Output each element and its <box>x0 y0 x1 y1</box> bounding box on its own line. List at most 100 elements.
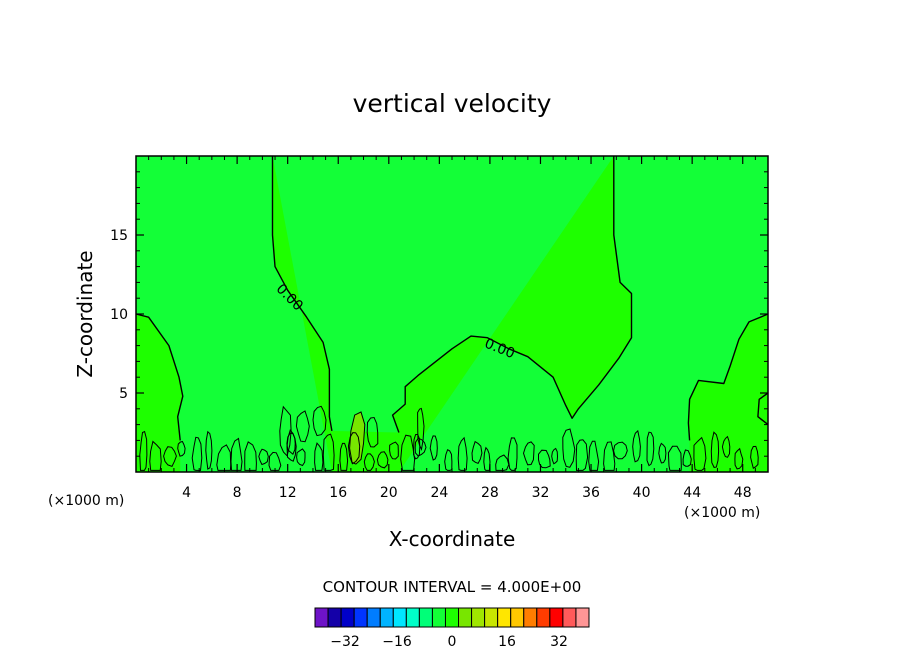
x-tick-label: 44 <box>683 485 701 501</box>
negative-velocity-background <box>136 156 768 472</box>
near-surface-contour <box>710 431 720 468</box>
near-surface-contour <box>603 441 616 471</box>
near-surface-contour <box>347 432 361 465</box>
colorbar-tick-label: 0 <box>448 634 457 650</box>
x-tick-label: 32 <box>532 485 550 501</box>
near-surface-contour <box>366 416 379 448</box>
colorbar-swatch <box>327 607 342 628</box>
near-surface-contour <box>376 451 389 469</box>
zero-contour-line <box>271 156 333 432</box>
near-surface-contour <box>268 451 282 471</box>
near-surface-contour <box>667 445 682 471</box>
x-tick-label: 16 <box>329 485 347 501</box>
near-surface-contour <box>522 441 535 466</box>
upward-velocity-region <box>688 314 768 472</box>
near-surface-contour <box>444 448 453 471</box>
colorbar-swatch <box>366 607 381 628</box>
near-surface-contour <box>483 446 491 471</box>
colorbar-tick-label: 16 <box>498 634 516 650</box>
near-surface-contour <box>279 405 292 457</box>
axis-ticks <box>136 156 768 472</box>
near-surface-contour <box>312 405 327 437</box>
x-tick-label: 4 <box>182 485 191 501</box>
near-surface-contour <box>471 440 483 465</box>
colorbar-swatch <box>418 607 433 628</box>
x-tick-label: 12 <box>279 485 297 501</box>
zero-contour-line <box>135 313 184 441</box>
colorbar-swatch <box>562 607 577 628</box>
chart-title: vertical velocity <box>353 89 552 118</box>
colorbar-tick-label: −32 <box>330 634 360 650</box>
x-tick-label: 48 <box>734 485 752 501</box>
near-surface-contour <box>658 442 667 464</box>
x-axis-title: X-coordinate <box>389 527 516 551</box>
x-tick-label: 8 <box>233 485 242 501</box>
colorbar-swatch <box>484 607 499 628</box>
colorbar-swatch <box>340 607 355 628</box>
near-surface-contour <box>244 441 257 471</box>
y-tick-label: 10 <box>110 307 128 323</box>
near-surface-contour <box>363 453 375 471</box>
y-tick-label: 5 <box>119 386 128 402</box>
near-surface-contour <box>575 439 589 471</box>
near-surface-contour <box>693 436 707 471</box>
colorbar-swatch <box>536 607 551 628</box>
near-surface-contour <box>734 447 744 470</box>
near-surface-contour <box>588 440 600 471</box>
colorbar-swatch <box>471 607 486 628</box>
x-tick-label: 20 <box>380 485 398 501</box>
colorbar-swatch <box>314 607 329 628</box>
near-surface-contour <box>258 448 269 466</box>
near-surface-contour <box>413 433 421 460</box>
colorbar-swatch <box>431 607 446 628</box>
colorbar-swatch <box>458 607 473 628</box>
zero-contour-line <box>757 392 769 426</box>
near-surface-contour <box>216 444 232 471</box>
near-surface-contour <box>562 428 576 468</box>
colorbar-swatch <box>392 607 407 628</box>
near-surface-contour <box>613 441 628 460</box>
near-surface-contour <box>400 434 416 471</box>
x-unit-label-right: (×1000 m) <box>684 505 760 521</box>
x-tick-label: 24 <box>430 485 448 501</box>
near-surface-contour <box>295 410 310 443</box>
plot-area <box>136 156 768 472</box>
near-surface-contour <box>286 432 296 456</box>
colorbar <box>314 607 590 628</box>
colorbar-tick-label: −16 <box>382 634 412 650</box>
near-surface-contour <box>538 449 551 469</box>
near-surface-contour <box>322 433 335 471</box>
zero-contour-lines <box>135 156 769 465</box>
contour-interval-text: CONTOUR INTERVAL = 4.000E+00 <box>323 578 582 596</box>
near-surface-contours <box>139 405 759 471</box>
near-surface-contour <box>139 430 148 471</box>
near-surface-contour <box>646 431 655 467</box>
near-surface-contour <box>632 429 641 463</box>
near-surface-contour <box>495 454 510 471</box>
strong-updraft-cell <box>349 411 366 465</box>
near-surface-contour <box>177 440 186 457</box>
colorbar-swatch <box>497 607 512 628</box>
zero-contour-line <box>391 156 633 433</box>
upward-velocity-region <box>272 156 632 472</box>
colorbar-swatch <box>353 607 368 628</box>
colorbar-swatch <box>575 607 590 628</box>
colorbar-swatch <box>549 607 564 628</box>
near-surface-contour <box>163 446 177 468</box>
near-surface-contour <box>750 445 759 469</box>
near-surface-contour <box>205 430 213 470</box>
near-surface-contour <box>721 435 731 458</box>
near-surface-contour <box>417 407 425 451</box>
near-surface-contour <box>314 442 324 471</box>
near-surface-contour <box>230 437 243 471</box>
colorbar-swatch <box>444 607 460 628</box>
colorbar-swatch <box>523 607 538 628</box>
near-surface-contour <box>339 442 349 471</box>
y-tick-label: 15 <box>110 228 128 244</box>
x-unit-label-left: (×1000 m) <box>48 493 124 509</box>
colorbar-swatch <box>510 607 525 628</box>
x-tick-label: 28 <box>481 485 499 501</box>
near-surface-contour <box>682 449 692 467</box>
